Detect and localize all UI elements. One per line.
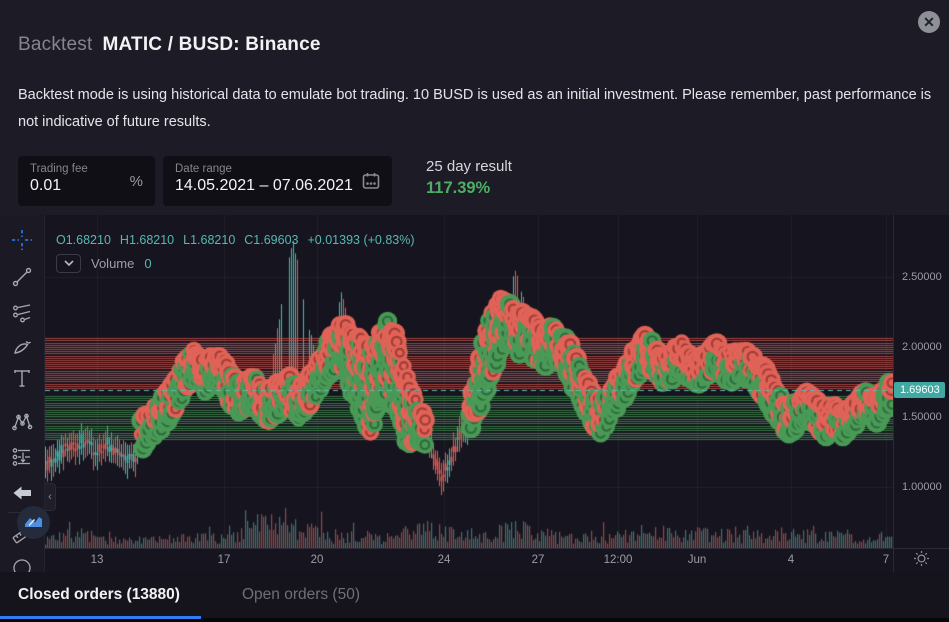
current-price-badge: 1.69603 xyxy=(894,381,945,398)
tab-closed-orders[interactable]: Closed orders (13880) xyxy=(18,586,180,603)
legend-high: H1.68210 xyxy=(119,233,175,247)
trading-fee-field[interactable]: Trading fee 0.01 % xyxy=(18,156,155,206)
trading-fee-input[interactable]: 0.01 xyxy=(30,177,62,194)
calendar-icon[interactable] xyxy=(361,171,381,196)
time-axis-label: 12:00 xyxy=(603,554,633,566)
circle-tool-icon[interactable] xyxy=(11,555,33,572)
brush-icon[interactable] xyxy=(11,336,33,358)
time-axis-label: 17 xyxy=(217,554,231,566)
price-axis-label: 2.00000 xyxy=(902,341,942,353)
legend-close: C1.69603 xyxy=(244,233,299,247)
date-range-field[interactable]: Date range 14.05.2021 – 07.06.2021 xyxy=(163,156,392,206)
chart-canvas[interactable] xyxy=(45,215,893,548)
price-axis-label: 2.50000 xyxy=(902,271,942,283)
orders-section: Closed orders (13880) Open orders (50) xyxy=(0,572,949,622)
fib-retracement-icon[interactable] xyxy=(11,302,33,324)
time-axis-label: 27 xyxy=(531,554,545,566)
price-axis-label: 1.50000 xyxy=(902,411,942,423)
text-tool-icon[interactable] xyxy=(11,367,33,389)
crosshair-icon[interactable] xyxy=(11,229,33,251)
date-range-input[interactable]: 14.05.2021 – 07.06.2021 xyxy=(175,177,353,194)
time-axis-label: 20 xyxy=(310,554,324,566)
date-range-label: Date range xyxy=(175,163,232,175)
axis-settings-corner[interactable] xyxy=(893,548,949,572)
tab-open-orders[interactable]: Open orders (50) xyxy=(241,586,360,603)
price-axis[interactable]: 2.50000 2.00000 1.50000 1.00000 1.69603 xyxy=(893,215,949,548)
time-axis-label: 24 xyxy=(437,554,451,566)
chart-panel: ‹ O1.68210 H1.68210 L1.68210 C1.69603 +0.013… xyxy=(0,215,949,572)
active-tab-underline xyxy=(0,616,201,619)
close-button[interactable]: ✕ xyxy=(918,11,940,33)
backtest-mode-label: Backtest xyxy=(18,34,93,55)
tradingview-logo[interactable] xyxy=(17,506,50,539)
backtest-description: Backtest mode is using historical data t… xyxy=(18,87,932,130)
long-arrow-left-icon[interactable] xyxy=(11,482,33,504)
time-axis-label: 4 xyxy=(787,554,795,566)
trading-fee-label: Trading fee xyxy=(30,163,88,175)
orders-tabs: Closed orders (13880) Open orders (50) xyxy=(0,572,949,619)
legend-open: O1.68210 xyxy=(56,233,111,247)
time-axis-label: 13 xyxy=(90,554,104,566)
time-axis-label: 7 xyxy=(882,554,890,566)
ohlc-legend: O1.68210 H1.68210 L1.68210 C1.69603 +0.01393… xyxy=(56,233,424,247)
dialog-header: Backtest MATIC / BUSD: Binance xyxy=(18,34,321,56)
trading-fee-unit: % xyxy=(129,173,143,190)
price-axis-label: 1.00000 xyxy=(902,481,942,493)
toolbar-collapse-handle[interactable]: ‹ xyxy=(45,483,56,511)
time-axis-label: Jun xyxy=(687,554,707,566)
backtest-result: 25 day result 117.39% xyxy=(426,158,512,198)
chevron-down-icon[interactable] xyxy=(56,253,81,273)
volume-value: 0 xyxy=(144,255,152,271)
sun-icon[interactable] xyxy=(913,550,930,572)
volume-label: Volume xyxy=(91,255,135,271)
forecast-icon[interactable] xyxy=(11,446,33,468)
time-axis[interactable]: 13 17 20 24 27 12:00 Jun 4 7 xyxy=(45,548,893,572)
volume-legend-row: Volume 0 xyxy=(56,252,152,274)
result-label: 25 day result xyxy=(426,158,512,175)
trend-line-icon[interactable] xyxy=(11,266,33,288)
page-title: MATIC / BUSD: Binance xyxy=(102,34,321,55)
result-value: 117.39% xyxy=(426,179,491,197)
legend-change: +0.01393 (+0.83%) xyxy=(307,233,415,247)
xabcd-pattern-icon[interactable] xyxy=(11,411,33,433)
legend-low: L1.68210 xyxy=(183,233,236,247)
